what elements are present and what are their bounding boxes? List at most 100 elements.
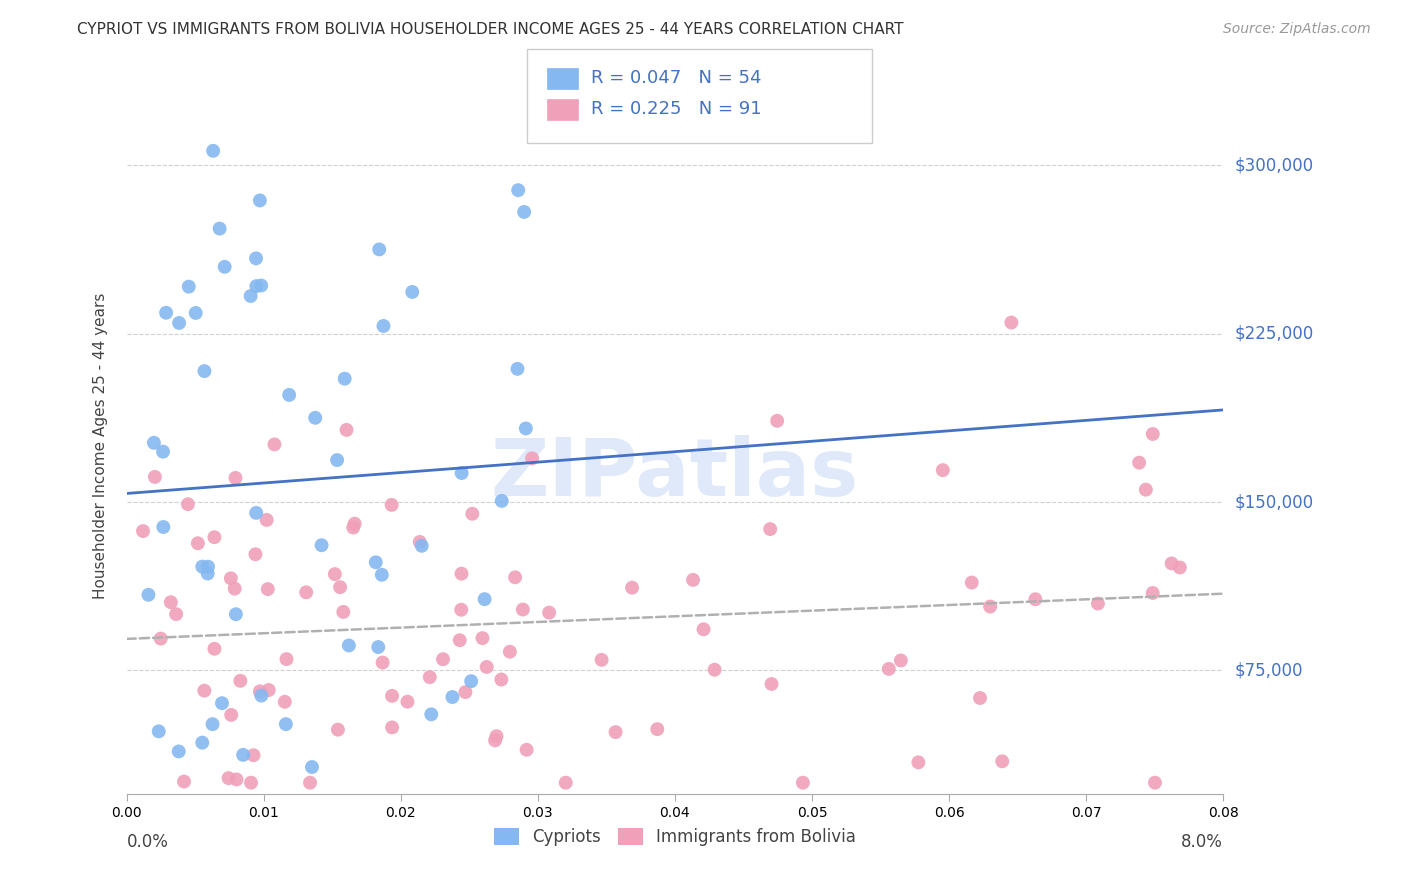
Point <box>329 580 352 594</box>
Point <box>1143 775 1166 789</box>
Text: Source: ZipAtlas.com: Source: ZipAtlas.com <box>1223 22 1371 37</box>
Point <box>499 645 522 659</box>
Point <box>484 733 506 747</box>
Point <box>515 421 537 435</box>
Point <box>1142 427 1164 442</box>
Point <box>219 571 242 585</box>
Text: R = 0.047   N = 54: R = 0.047 N = 54 <box>591 69 761 87</box>
Point <box>295 585 318 599</box>
Point <box>475 660 498 674</box>
Point <box>766 414 789 428</box>
Point <box>508 183 530 197</box>
Point <box>274 717 297 731</box>
Point <box>193 364 215 378</box>
Point <box>323 567 346 582</box>
Point <box>148 724 170 739</box>
Point <box>239 289 262 303</box>
Point <box>368 243 391 257</box>
Point <box>420 707 443 722</box>
Point <box>432 652 454 666</box>
Point <box>160 595 183 609</box>
Point <box>193 683 215 698</box>
Point <box>450 566 472 581</box>
Point <box>332 605 354 619</box>
Point <box>471 631 494 645</box>
Point <box>225 607 247 622</box>
Point <box>232 747 254 762</box>
Point <box>367 640 389 654</box>
Point <box>191 736 214 750</box>
Point <box>474 592 496 607</box>
Point <box>449 633 471 648</box>
Point <box>304 410 326 425</box>
Point <box>245 279 267 293</box>
Point <box>554 775 576 789</box>
Point <box>138 588 160 602</box>
Point <box>419 670 441 684</box>
Point <box>256 513 278 527</box>
Point <box>538 606 561 620</box>
Point <box>337 639 360 653</box>
Point <box>202 144 225 158</box>
Point <box>381 721 404 735</box>
Point <box>461 507 484 521</box>
Point <box>621 581 644 595</box>
Text: $75,000: $75,000 <box>1234 662 1303 680</box>
Point <box>381 689 404 703</box>
Point <box>173 774 195 789</box>
Point <box>149 632 172 646</box>
Point <box>969 691 991 706</box>
Point <box>703 663 725 677</box>
Point <box>242 748 264 763</box>
Point <box>485 729 508 743</box>
Point <box>155 306 177 320</box>
Point <box>152 520 174 534</box>
Text: ZIPatlas: ZIPatlas <box>491 434 859 513</box>
Point <box>229 673 252 688</box>
Point <box>177 497 200 511</box>
Text: CYPRIOT VS IMMIGRANTS FROM BOLIVIA HOUSEHOLDER INCOME AGES 25 - 44 YEARS CORRELA: CYPRIOT VS IMMIGRANTS FROM BOLIVIA HOUSE… <box>77 22 904 37</box>
Point <box>219 707 242 722</box>
Point <box>1160 557 1182 571</box>
Point <box>245 252 267 266</box>
Point <box>177 279 200 293</box>
Point <box>276 652 298 666</box>
Point <box>202 530 225 544</box>
Point <box>409 535 432 549</box>
Point <box>214 260 236 274</box>
Point <box>250 689 273 703</box>
Point <box>454 685 477 699</box>
Point <box>1024 592 1046 607</box>
Text: $150,000: $150,000 <box>1234 493 1313 511</box>
Point <box>278 388 301 402</box>
Point <box>132 524 155 538</box>
Point <box>506 362 529 376</box>
Point <box>932 463 955 477</box>
Point <box>979 599 1001 614</box>
Point <box>907 756 929 770</box>
Point <box>201 717 224 731</box>
Point <box>1135 483 1157 497</box>
Point <box>401 285 423 299</box>
Point <box>491 673 513 687</box>
Point <box>647 722 669 736</box>
Point <box>326 453 349 467</box>
Point <box>249 194 271 208</box>
Point <box>191 559 214 574</box>
Point <box>142 435 165 450</box>
Point <box>491 494 513 508</box>
Point <box>364 555 387 569</box>
Point <box>759 522 782 536</box>
Point <box>761 677 783 691</box>
Point <box>263 437 285 451</box>
Point <box>152 444 174 458</box>
Point <box>224 582 246 596</box>
Point <box>371 656 394 670</box>
Point <box>1000 316 1022 330</box>
Point <box>792 775 814 789</box>
Point <box>225 772 247 787</box>
Point <box>274 695 297 709</box>
Point <box>299 775 322 789</box>
Point <box>516 743 538 757</box>
Point <box>245 506 267 520</box>
